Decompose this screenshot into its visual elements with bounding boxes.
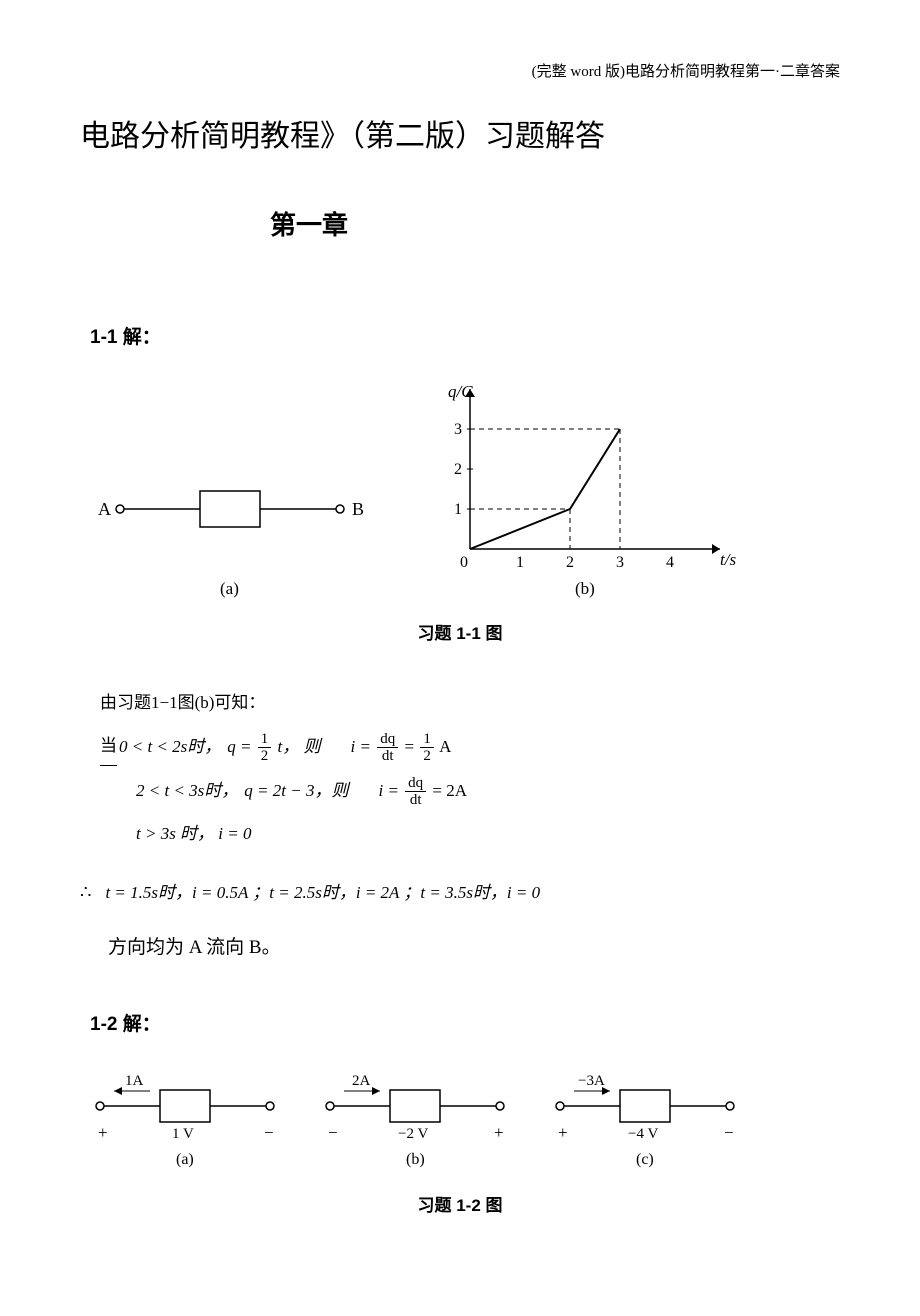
problem-1-label: 1-1 解： [80,322,840,349]
math-line-2: 2 < t < 3s时， q = 2t − 3，则 i = dq dt = 2A [100,772,840,809]
a-left-terminal [96,1102,104,1110]
xtick-2: 2 [566,554,574,571]
fig-a-sub: (a) [220,579,239,598]
l2-frac-den: dt [407,792,425,809]
c-left-terminal [556,1102,564,1110]
l2-q-eq: q = 2t − 3，则 [244,781,348,800]
c-voltage-label: −4 V [628,1126,658,1142]
b-right-sign: + [494,1123,504,1142]
figure-1-1-caption: 习题 1-1 图 [80,619,840,644]
b-box [390,1090,440,1122]
l1-frac-half: 1 2 [258,731,272,765]
l1-frac3-den: 2 [420,748,434,765]
figure-1-1b-chart: q/C t/s 0 1 2 3 4 1 2 3 (b) [420,379,750,599]
l2-frac-num: dq [405,775,426,793]
l1-frac3-num: 1 [420,731,434,749]
b-left-terminal [326,1102,334,1110]
header-note: (完整 word 版)电路分析简明教程第一·二章答案 [80,60,840,81]
c-right-terminal [726,1102,734,1110]
math-line-3: t > 3s 时， i = 0 [100,815,840,852]
l1-i-eq: i = [351,737,371,756]
l1-frac2-den: dt [379,748,397,765]
b-voltage-label: −2 V [398,1126,428,1142]
c-current-label: −3A [578,1073,605,1089]
l1-eq-sign: = [404,737,414,756]
figure-1-1-row: A B (a) q/C t/s 0 1 2 3 4 1 [80,379,840,599]
l1-q-eq: q = [227,737,251,756]
main-title: 电路分析简明教程》（第二版）习题解答 [80,111,840,155]
x-axis-label: t/s [720,550,736,569]
direction-note: 方向均为 A 流向 B。 [80,932,840,959]
box-c-group: −3A + −4 V − (c) [556,1073,734,1168]
a-sub: (a) [176,1151,194,1168]
l2-range: 2 < t < 3s时， [136,772,238,809]
figure-1-2-row: 1A + 1 V − (a) 2A − −2 V [80,1066,840,1181]
l1-frac2-num: dq [377,731,398,749]
math-intro: 由习题1−1图(b)可知： [100,684,840,721]
b-sub: (b) [406,1151,425,1168]
l1-range: 0 < t < 2s时， [119,728,221,765]
conclusion-text: t = 1.5s时，i = 0.5A ；t = 2.5s时，i = 2A ；t … [105,874,540,911]
terminal-B-node [336,505,344,513]
problem-2-label: 1-2 解： [80,1009,840,1036]
a-box [160,1090,210,1122]
box-a-group: 1A + 1 V − (a) [96,1073,274,1168]
fig-b-sub: (b) [575,579,595,598]
a-current-label: 1A [125,1073,144,1089]
figure-1-1a: A B (a) [80,399,380,599]
b-current-arrow-head [372,1087,380,1095]
chapter-title: 第一章 [80,205,840,242]
c-box [620,1090,670,1122]
b-left-sign: − [328,1123,338,1142]
b-current-label: 2A [352,1073,371,1089]
origin-label: 0 [460,554,468,571]
y-axis-label: q/C [448,382,473,401]
a-right-sign: − [264,1123,274,1142]
ytick-3: 3 [454,421,462,438]
l2-frac-dqdt: dq dt [405,775,426,809]
xtick-3: 3 [616,554,624,571]
l2-result: = 2A [432,781,467,800]
c-sub: (c) [636,1151,654,1168]
c-left-sign: + [558,1123,568,1142]
therefore-symbol: ∴ [80,873,91,913]
problem-1-conclusion: ∴ t = 1.5s时，i = 0.5A ；t = 2.5s时，i = 2A ；… [80,873,840,913]
xtick-1: 1 [516,554,524,571]
box-b-group: 2A − −2 V + (b) [326,1073,504,1168]
l1-frac-half2: 1 2 [420,731,434,765]
a-right-terminal [266,1102,274,1110]
x-axis-arrow [712,544,720,554]
problem-1-math: 由习题1−1图(b)可知： 当 0 < t < 2s时， q = 1 2 t， … [80,684,840,853]
l1-unit-A: A [439,737,451,756]
underline-dang: 当 [100,727,117,765]
l2-i-eq: i = [378,781,398,800]
b-right-terminal [496,1102,504,1110]
a-current-arrow-head [114,1087,122,1095]
l1-frac1-den: 2 [258,748,272,765]
ytick-1: 1 [454,501,462,518]
terminal-B-label: B [352,499,364,519]
figure-1-2-caption: 习题 1-2 图 [80,1191,840,1216]
a-left-sign: + [98,1123,108,1142]
c-right-sign: − [724,1123,734,1142]
l1-frac-dqdt: dq dt [377,731,398,765]
element-box [200,491,260,527]
terminal-A-node [116,505,124,513]
l1-frac1-num: 1 [258,731,272,749]
figure-1-2: 1A + 1 V − (a) 2A − −2 V [80,1066,780,1176]
ytick-2: 2 [454,461,462,478]
math-line-1: 当 0 < t < 2s时， q = 1 2 t， 则 i = dq dt = … [100,727,840,765]
a-voltage-label: 1 V [172,1126,194,1142]
terminal-A-label: A [98,499,111,519]
data-line [470,429,620,549]
xtick-4: 4 [666,554,674,571]
l1-t-then: t， 则 [278,737,321,756]
